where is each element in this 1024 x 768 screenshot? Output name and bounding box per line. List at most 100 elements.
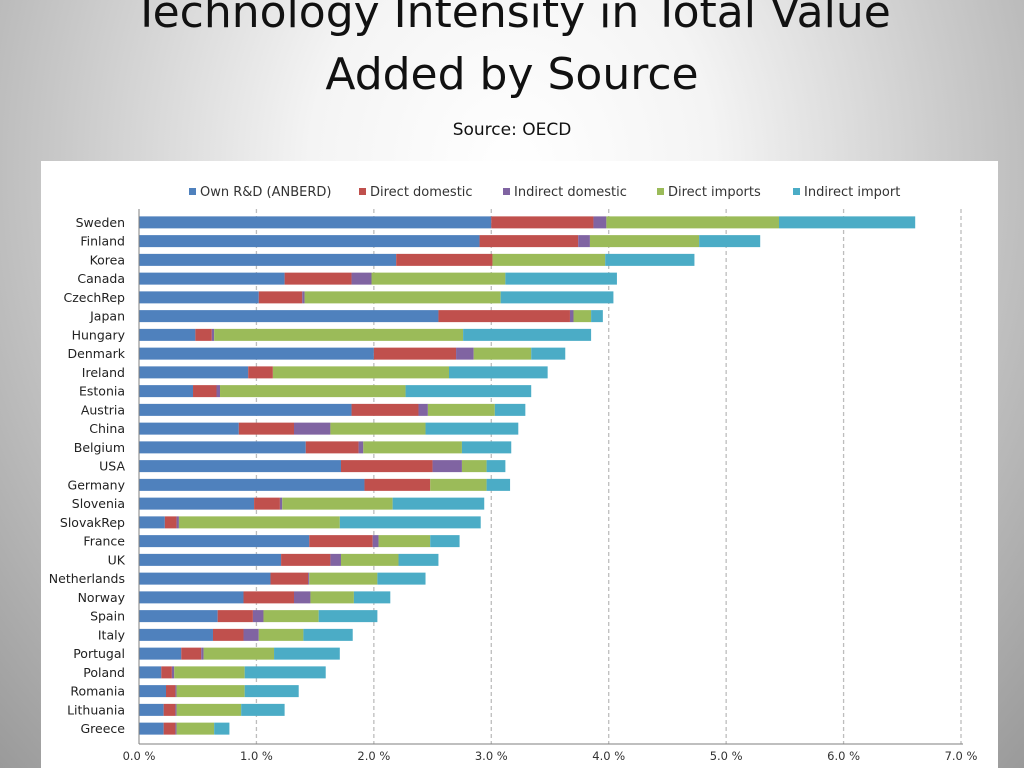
bar-segment <box>201 647 204 660</box>
bar-segment <box>139 328 196 341</box>
bar-segment <box>492 253 606 266</box>
bar-segment <box>392 497 485 510</box>
bar-segment <box>486 460 506 473</box>
x-tick-label: 3.0 % <box>475 749 508 763</box>
legend-swatch <box>793 188 800 195</box>
bar-segment <box>139 403 352 416</box>
bar-segment <box>308 572 310 585</box>
bar-segment <box>139 441 306 454</box>
slide-title: Technology Intensity in Total Value Adde… <box>0 0 1024 106</box>
bar-segment <box>272 366 450 379</box>
bar-segment <box>175 685 177 698</box>
bar-segment <box>211 328 215 341</box>
bar-segment <box>438 310 570 323</box>
bar-segment <box>294 422 331 435</box>
bar-segment <box>578 235 590 248</box>
bar-segment <box>573 310 592 323</box>
category-label: Japan <box>89 309 125 324</box>
bar-segment <box>304 291 501 304</box>
bar-segment <box>569 310 574 323</box>
bar-segment <box>606 216 779 229</box>
bar-segment <box>305 441 359 454</box>
bar-segment <box>193 385 217 398</box>
chart-panel: Sweden Finland Korea Canada CzechRep Japan Hun… <box>41 161 998 768</box>
bar-segment <box>500 291 614 304</box>
bar-segment <box>139 216 492 229</box>
bar-segment <box>318 610 378 623</box>
bar-segment <box>171 666 175 679</box>
bar-segment <box>139 422 239 435</box>
bar-segment <box>163 722 176 735</box>
bar-segment <box>461 460 487 473</box>
legend-label: Own R&D (ANBERD) <box>200 185 332 200</box>
bar-segment <box>461 441 512 454</box>
slide-title-line2: Added by Source <box>325 49 699 100</box>
bar-segment <box>340 553 399 566</box>
bar-segment <box>139 460 341 473</box>
bar-segment <box>339 516 481 529</box>
category-label: Denmark <box>68 346 126 361</box>
legend-label: Indirect import <box>804 185 900 200</box>
bar-segment <box>139 591 244 604</box>
bar-segment <box>166 685 176 698</box>
bar-segment <box>605 253 695 266</box>
category-label: Ireland <box>82 365 125 380</box>
bar-segment <box>139 553 282 566</box>
category-label: Estonia <box>79 384 125 399</box>
bar-segment <box>175 703 177 716</box>
bar-segment <box>363 441 462 454</box>
bar-segment <box>216 385 221 398</box>
x-tick-label: 5.0 % <box>710 749 743 763</box>
legend-label: Direct domestic <box>370 185 473 200</box>
bar-segment <box>486 478 511 491</box>
bar-segment <box>279 497 283 510</box>
bar-segment <box>181 647 202 660</box>
bar-segment <box>364 478 431 491</box>
bar-segment <box>243 628 259 641</box>
bar-segment <box>330 553 341 566</box>
category-label: Slovenia <box>72 496 125 511</box>
bar-segment <box>139 722 164 735</box>
bar-segment <box>244 685 299 698</box>
bar-segment <box>353 591 391 604</box>
bar-segment <box>309 535 373 548</box>
bar-segment <box>351 403 419 416</box>
bar-segment <box>425 422 519 435</box>
bar-segment <box>139 235 480 248</box>
bar-segment <box>270 572 309 585</box>
bar-segment <box>174 666 245 679</box>
category-label: SlovakRep <box>60 515 125 530</box>
bar-segment <box>432 460 462 473</box>
x-tick-label: 1.0 % <box>240 749 273 763</box>
bar-segment <box>294 591 311 604</box>
bar-segment <box>430 478 487 491</box>
bar-segment <box>358 441 364 454</box>
x-tick-label: 6.0 % <box>827 749 860 763</box>
bar-segment <box>258 291 303 304</box>
bar-segment <box>258 628 304 641</box>
bar-segment <box>372 535 379 548</box>
bar-segment <box>463 328 592 341</box>
bar-segment <box>531 347 566 360</box>
x-tick-label: 2.0 % <box>357 749 390 763</box>
bar-segment <box>139 478 365 491</box>
bar-segment <box>139 291 259 304</box>
category-label: Romania <box>70 684 125 699</box>
bar-segment <box>302 291 305 304</box>
bar-segment <box>214 722 230 735</box>
bar-segment <box>217 610 253 623</box>
category-label: Norway <box>78 590 126 605</box>
bar-segment <box>176 722 215 735</box>
category-label: Portugal <box>73 646 125 661</box>
bar-segment <box>212 628 244 641</box>
bar-segment <box>398 553 439 566</box>
bar-segment <box>309 572 378 585</box>
bar-segment <box>491 216 594 229</box>
bar-segment <box>378 535 431 548</box>
bar-segment <box>139 253 397 266</box>
legend-swatch <box>189 188 196 195</box>
bar-segment <box>161 666 172 679</box>
bar-segment <box>139 272 285 285</box>
bar-segment <box>254 497 280 510</box>
bar-segment <box>310 591 354 604</box>
